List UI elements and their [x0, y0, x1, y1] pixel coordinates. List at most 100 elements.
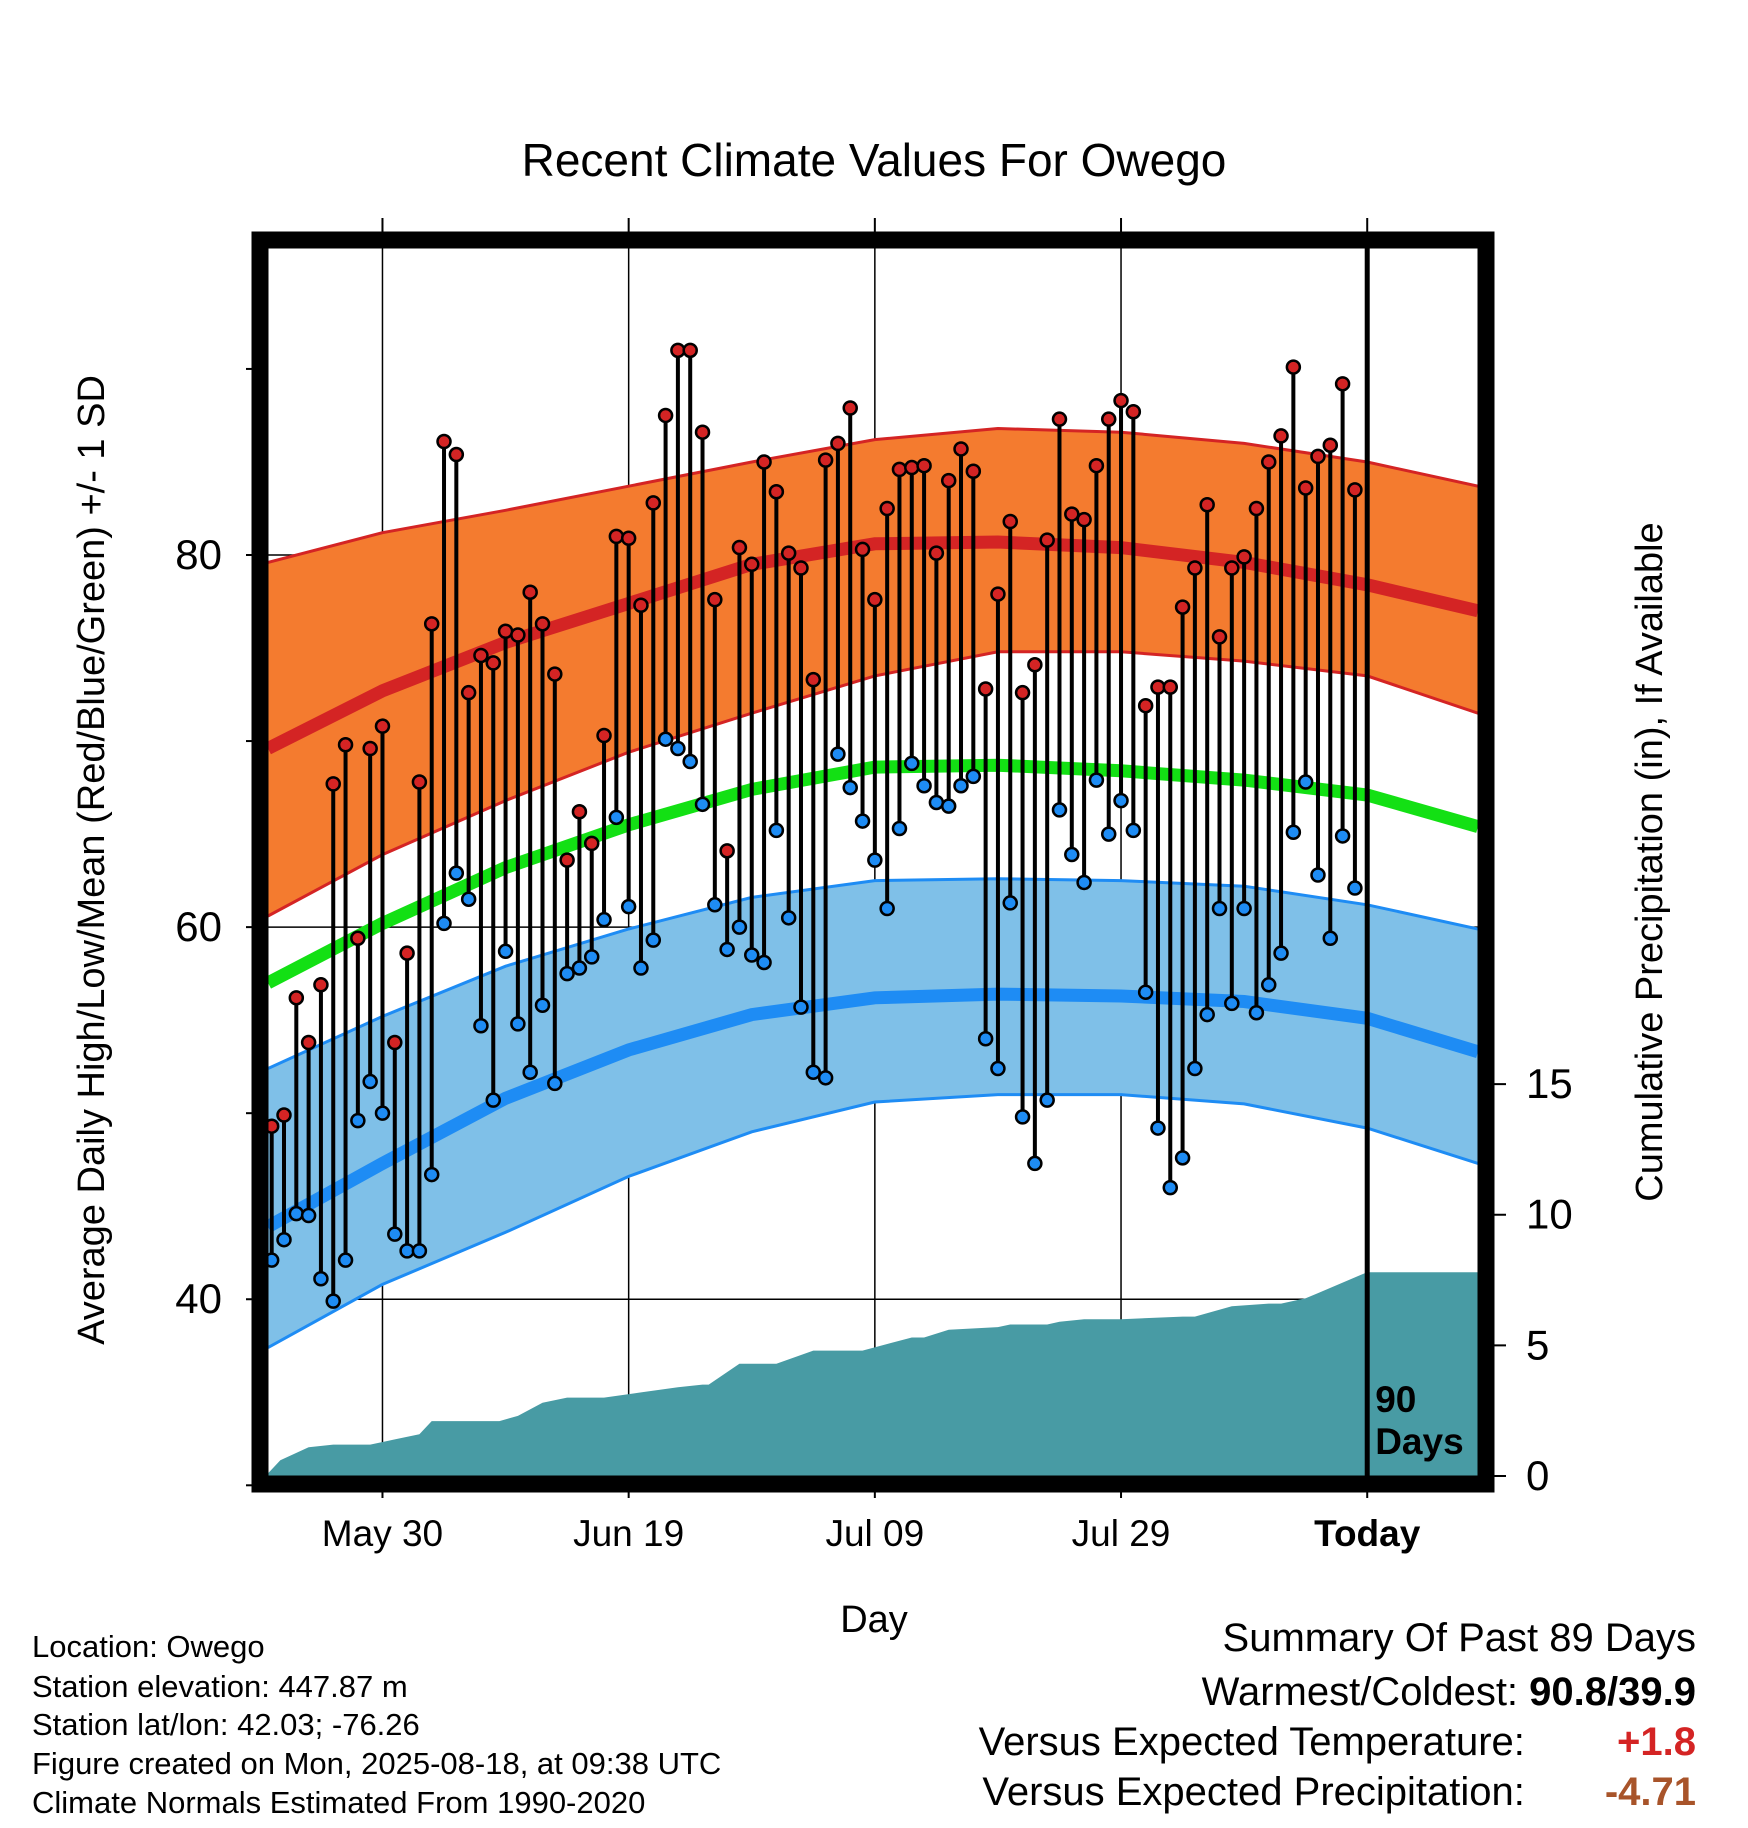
- daily-low-point: [977, 1031, 994, 1047]
- daily-high-point: [768, 483, 785, 500]
- daily-low-point: [1174, 1150, 1191, 1166]
- daily-high-point: [1162, 679, 1179, 695]
- daily-low-point: [1100, 826, 1117, 842]
- daily-low-point: [768, 822, 785, 839]
- daily-low-point: [547, 1075, 563, 1092]
- daily-low-point: [928, 794, 945, 811]
- daily-low-point: [694, 796, 711, 813]
- plot-frame: [251, 231, 1495, 1493]
- daily-high-point: [1285, 359, 1302, 375]
- daily-high-point: [867, 591, 883, 608]
- daily-high-point: [1064, 506, 1080, 522]
- y2-tick-label: 10: [1526, 1191, 1573, 1238]
- daily-low-point: [1224, 995, 1240, 1012]
- warm-cold-value: 90.8/39.9: [1529, 1670, 1696, 1714]
- daily-low-point: [682, 753, 698, 770]
- daily-low-point: [670, 740, 686, 757]
- plot-marks: [268, 248, 1478, 1476]
- daily-low-point: [1113, 792, 1129, 809]
- daily-high-point: [830, 435, 846, 452]
- temp-label: Versus Expected Temperature:: [978, 1720, 1525, 1764]
- daily-high-point: [1310, 448, 1326, 465]
- daily-low-point: [916, 777, 932, 794]
- y2-tick-label: 0: [1526, 1452, 1549, 1499]
- daily-low-point: [534, 997, 551, 1014]
- daily-low-point: [940, 798, 957, 814]
- daily-high-point: [497, 623, 514, 640]
- daily-low-point: [1187, 1060, 1203, 1077]
- y2-axis-label: Cumulative Precipitation (in), If Availa…: [1629, 522, 1671, 1201]
- daily-low-point: [1260, 977, 1277, 993]
- daily-low-point: [830, 746, 846, 762]
- daily-low-point: [1137, 984, 1154, 1000]
- daily-high-point: [268, 1118, 280, 1134]
- daily-low-point: [620, 898, 637, 915]
- daily-high-point: [1347, 482, 1363, 498]
- daily-high-point: [1199, 497, 1215, 513]
- daily-high-point: [460, 684, 477, 701]
- daily-low-point: [1236, 900, 1252, 917]
- daily-low-point: [707, 897, 723, 913]
- daily-low-point: [1211, 900, 1228, 917]
- daily-low-point: [1039, 1092, 1055, 1108]
- daily-high-point: [1051, 411, 1068, 427]
- daily-high-point: [1224, 560, 1240, 576]
- daily-low-point: [990, 1060, 1006, 1077]
- y-tick-label: 60: [175, 903, 222, 950]
- daily-low-point: [1150, 1120, 1166, 1136]
- daily-low-point: [744, 947, 760, 963]
- daily-low-point: [1162, 1179, 1179, 1196]
- daily-high-point: [953, 441, 969, 457]
- daily-high-point: [1150, 679, 1166, 695]
- daily-high-point: [448, 446, 465, 463]
- daily-low-point: [473, 1017, 489, 1034]
- daily-low-point: [1051, 802, 1068, 818]
- daily-high-point: [756, 454, 772, 470]
- daily-high-point: [1236, 549, 1252, 565]
- daily-low-point: [891, 820, 908, 837]
- daily-high-point: [596, 727, 612, 744]
- daily-low-point: [633, 960, 649, 976]
- daily-low-point: [965, 768, 982, 785]
- daily-high-point: [657, 407, 674, 424]
- daily-high-point: [1297, 480, 1314, 496]
- daily-high-point: [547, 666, 563, 682]
- daily-high-point: [583, 835, 600, 852]
- daily-high-point: [633, 597, 649, 613]
- x-tick-label: Today: [1314, 1513, 1421, 1554]
- daily-low-point: [793, 999, 809, 1015]
- y2-tick-label: 5: [1526, 1321, 1549, 1368]
- daily-high-point: [805, 671, 822, 688]
- daily-high-point: [1125, 403, 1142, 420]
- summary-warm-cold: Warmest/Coldest: 90.8/39.9: [1202, 1670, 1696, 1715]
- x-tick-label: Jul 29: [1072, 1513, 1171, 1554]
- daily-low-point: [1347, 880, 1363, 896]
- daily-high-point: [1187, 560, 1203, 576]
- daily-low-point: [411, 1243, 428, 1259]
- daily-low-point: [337, 1252, 354, 1268]
- daily-high-point: [608, 528, 625, 545]
- daily-high-point: [694, 424, 711, 440]
- ninety-days-label: 90: [1375, 1379, 1416, 1420]
- daily-low-point: [559, 965, 575, 982]
- daily-high-point: [1273, 428, 1289, 444]
- daily-low-point: [288, 1205, 305, 1222]
- temp-value: +1.8: [1617, 1720, 1696, 1764]
- daily-high-point: [399, 945, 415, 961]
- daily-high-point: [350, 930, 366, 947]
- daily-low-point: [583, 949, 600, 965]
- y2-tick-label: 15: [1526, 1060, 1573, 1107]
- chart-title: Recent Climate Values For Owego: [522, 134, 1227, 186]
- daily-high-point: [645, 495, 662, 511]
- daily-high-point: [854, 541, 871, 558]
- daily-low-point: [460, 891, 477, 907]
- daily-low-point: [436, 915, 452, 932]
- daily-high-point: [990, 586, 1006, 602]
- daily-low-point: [817, 1070, 834, 1086]
- daily-low-point: [423, 1166, 440, 1183]
- normals-note-text: Climate Normals Estimated From 1990-2020: [32, 1785, 646, 1820]
- daily-high-point: [473, 647, 489, 664]
- daily-low-point: [1273, 945, 1289, 961]
- daily-low-point: [1027, 1155, 1043, 1172]
